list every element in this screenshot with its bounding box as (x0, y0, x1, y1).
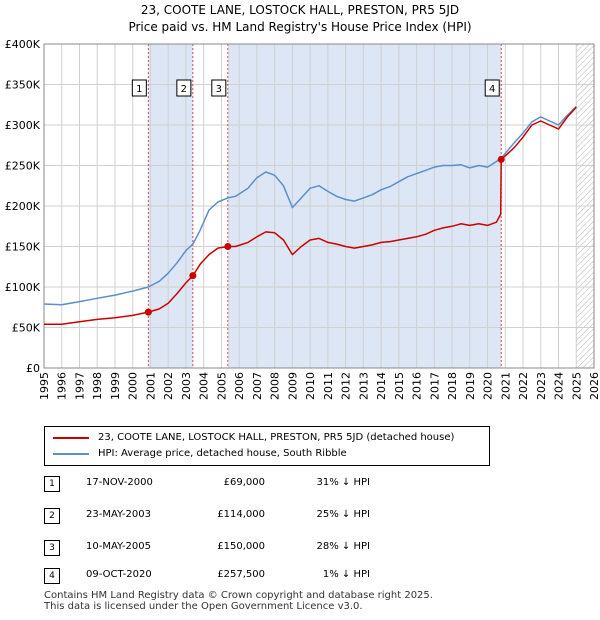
sale-label-box (211, 79, 227, 97)
x-tick-label: 2007 (251, 372, 264, 400)
x-tick-label: 2006 (233, 372, 246, 400)
legend: 23, COOTE LANE, LOSTOCK HALL, PRESTON, P… (44, 426, 490, 466)
transaction-date: 09-OCT-2020 (86, 569, 152, 580)
footer-copyright: Contains HM Land Registry data © Crown c… (44, 590, 433, 601)
footer: Contains HM Land Registry data © Crown c… (44, 590, 433, 612)
price-chart: £0 £50K £100K £150K £200K £250K £300K £350K £400… (5, 38, 600, 400)
legend-label-hpi: HPI: Average price, detached house, Sout… (98, 448, 347, 459)
x-tick-label: 2016 (411, 372, 424, 400)
transaction-price: £69,000 (223, 477, 265, 488)
transaction-price: £114,000 (217, 509, 265, 520)
x-tick-label: 2002 (162, 372, 175, 400)
transaction-price: £150,000 (217, 541, 265, 552)
x-tick-label: 2017 (428, 372, 441, 400)
transaction-date: 23-MAY-2003 (86, 509, 152, 520)
y-tick-label: £100K (5, 281, 41, 294)
x-tick-label: 2025 (570, 372, 583, 400)
transaction-number: 4 (44, 568, 60, 584)
x-tick-label: 2008 (269, 372, 282, 400)
plot-frame (43, 43, 595, 369)
y-tick-label: £300K (5, 119, 41, 132)
transaction-number: 3 (44, 540, 60, 556)
x-tick-label: 1999 (109, 372, 122, 400)
x-tick-label: 2021 (499, 372, 512, 400)
property-series-line (44, 106, 577, 326)
chart-title: 23, COOTE LANE, LOSTOCK HALL, PRESTON, P… (0, 2, 600, 36)
x-tick-label: 2011 (322, 372, 335, 400)
x-tick-label: 2012 (340, 372, 353, 400)
x-tick-label: 2004 (198, 372, 211, 400)
sale-point (144, 308, 152, 316)
legend-label-property: 23, COOTE LANE, LOSTOCK HALL, PRESTON, P… (98, 432, 455, 443)
x-tick-label: 1996 (56, 372, 69, 400)
sale-point (224, 243, 232, 250)
x-tick-label: 2005 (215, 372, 228, 400)
x-tick-label: 2009 (286, 372, 299, 400)
x-tick-label: 2022 (517, 372, 530, 400)
x-tick-label: 2024 (553, 372, 566, 400)
transaction-hpi-diff: 31% ↓ HPI (316, 477, 370, 488)
y-tick-label: £250K (5, 160, 41, 173)
y-tick-label: £350K (5, 79, 41, 92)
x-tick-label: 2010 (304, 372, 317, 400)
transaction-number: 2 (44, 508, 60, 524)
sale-label-number: 1 (136, 84, 142, 95)
transaction-number: 1 (44, 476, 60, 492)
y-tick-label: £200K (5, 200, 41, 213)
x-tick-label: 1998 (91, 372, 104, 400)
legend-swatch-hpi (53, 453, 89, 455)
x-tick-label: 2014 (375, 372, 388, 400)
legend-swatch-property (53, 437, 89, 439)
y-tick-label: £150K (5, 241, 41, 254)
transaction-date: 17-NOV-2000 (86, 477, 153, 488)
y-tick-label: £400K (5, 38, 41, 51)
x-tick-label: 1995 (38, 372, 51, 400)
x-tick-label: 2020 (482, 372, 495, 400)
sale-label-number: 3 (216, 84, 222, 95)
y-tick-label: £0 (26, 362, 40, 375)
transaction-price: £257,500 (217, 569, 265, 580)
title-line-2: Price paid vs. HM Land Registry's House … (128, 20, 472, 34)
x-tick-label: 1997 (73, 372, 86, 400)
sale-label-number: 2 (181, 84, 187, 95)
transaction-hpi-diff: 1% ↓ HPI (322, 569, 370, 580)
x-tick-label: 2001 (144, 372, 157, 400)
title-line-1: 23, COOTE LANE, LOSTOCK HALL, PRESTON, P… (140, 3, 460, 17)
transaction-date: 10-MAY-2005 (86, 541, 152, 552)
x-tick-label: 2015 (393, 372, 406, 400)
footer-licence: This data is licensed under the Open Gov… (44, 601, 363, 612)
transaction-hpi-diff: 28% ↓ HPI (316, 541, 370, 552)
sale-label-box (484, 79, 500, 97)
sale-label-number: 4 (489, 84, 495, 95)
x-tick-label: 2013 (357, 372, 370, 400)
x-tick-label: 2003 (180, 372, 193, 400)
x-tick-label: 2018 (446, 372, 459, 400)
x-tick-label: 2023 (535, 372, 548, 400)
x-tick-label: 2000 (127, 372, 140, 400)
x-tick-label: 2026 (588, 372, 600, 400)
y-tick-label: £50K (12, 322, 41, 335)
sale-point (189, 272, 197, 280)
transaction-hpi-diff: 25% ↓ HPI (316, 509, 370, 520)
sale-label-box (131, 79, 147, 97)
sale-label-box (176, 79, 192, 97)
sale-point (497, 155, 505, 163)
x-tick-label: 2019 (464, 372, 477, 400)
